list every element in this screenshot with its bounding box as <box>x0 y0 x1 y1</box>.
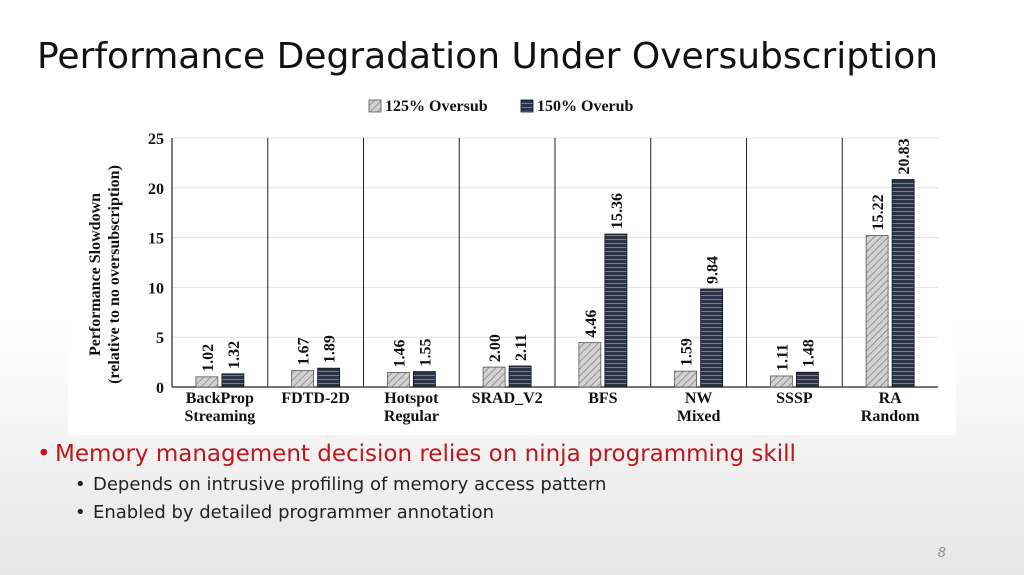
data-label: 1.55 <box>417 339 434 367</box>
performance-chart: 0 5 10 15 20 25 1.02 1.67 1.46 2.00 4.46 1.59 1.11 15… <box>87 98 938 425</box>
bar-series-2 <box>795 371 819 388</box>
x-category-label: SRAD_V2 <box>472 390 543 407</box>
data-label: 15.36 <box>609 193 626 229</box>
x-category-label: Regular <box>384 408 439 425</box>
y-tick-label: 0 <box>156 380 164 397</box>
y-tick-label: 10 <box>148 280 164 297</box>
data-label: 1.02 <box>200 344 217 372</box>
legend-swatch <box>520 99 534 113</box>
data-label: 2.11 <box>513 334 530 361</box>
y-tick-label: 15 <box>148 231 164 248</box>
bullet-text: Enabled by detailed programmer annotatio… <box>93 502 495 523</box>
legend-label: 150% Overub <box>537 98 634 115</box>
bar-series-2 <box>221 373 245 388</box>
bar-series-2 <box>317 367 341 388</box>
y-axis-title: Performance Slowdown <box>87 193 104 356</box>
bar-series-2 <box>412 371 436 388</box>
y-axis-title: (relative to no oversubscription) <box>106 165 123 384</box>
page-number: 8 <box>937 546 946 561</box>
bar-series-1 <box>865 235 889 388</box>
data-label: 20.83 <box>896 139 913 175</box>
data-label: 1.48 <box>800 339 817 367</box>
x-category-label: FDTD-2D <box>281 390 349 407</box>
x-category-label: Hotspot <box>384 390 439 407</box>
bullet-item-sub: • Enabled by detailed programmer annotat… <box>37 499 984 527</box>
bar-series-1 <box>291 369 315 388</box>
data-label: 15.22 <box>870 194 887 230</box>
bar-series-1 <box>769 375 793 388</box>
bullet-item-main: • Memory management decision relies on n… <box>37 437 984 471</box>
data-label: 1.46 <box>391 339 408 367</box>
data-label: 1.89 <box>322 335 339 363</box>
bar-series-1 <box>195 376 219 388</box>
x-category-label: SSSP <box>776 390 813 407</box>
slide-title: Performance Degradation Under Oversubscr… <box>37 36 939 77</box>
bullet-dot-icon: • <box>75 474 86 495</box>
bullet-dot-icon: • <box>75 502 86 523</box>
data-label: 4.46 <box>583 310 600 338</box>
bar-series-1 <box>482 366 506 388</box>
x-category-label: Random <box>861 408 920 425</box>
x-category-label: RA <box>879 390 903 407</box>
chart-panel: 0 5 10 15 20 25 1.02 1.67 1.46 2.00 4.46 1.59 1.11 15… <box>68 88 956 435</box>
data-label: 1.32 <box>226 341 243 369</box>
legend-label: 125% Oversub <box>385 98 488 115</box>
bar-series-2 <box>891 179 915 388</box>
data-label: 1.67 <box>296 337 313 365</box>
data-label: 1.59 <box>679 338 696 366</box>
bullet-list: • Memory management decision relies on n… <box>37 437 984 527</box>
data-label: 2.00 <box>487 334 504 362</box>
y-tick-label: 20 <box>148 181 164 198</box>
bar-series-2 <box>508 365 532 388</box>
x-category-label: BFS <box>588 390 617 407</box>
bar-series-2 <box>604 233 628 388</box>
bar-series-1 <box>674 370 698 388</box>
bullet-dot-icon: • <box>37 441 51 467</box>
y-tick-label: 5 <box>156 330 164 347</box>
bullet-text: Memory management decision relies on nin… <box>55 441 796 467</box>
bullet-item-sub: • Depends on intrusive profiling of memo… <box>37 471 984 499</box>
x-category-label: NW <box>685 390 713 407</box>
x-category-label: Mixed <box>677 408 721 425</box>
bar-series-2 <box>700 288 724 388</box>
y-tick-label: 25 <box>148 131 164 148</box>
data-label: 9.84 <box>705 256 722 284</box>
x-category-label: BackProp <box>186 390 254 407</box>
x-category-label: Streaming <box>184 408 255 425</box>
bar-series-1 <box>578 342 602 388</box>
data-label: 1.11 <box>774 344 791 371</box>
bullet-text: Depends on intrusive profiling of memory… <box>93 474 607 495</box>
legend-swatch <box>368 99 382 113</box>
bar-series-1 <box>386 372 410 388</box>
